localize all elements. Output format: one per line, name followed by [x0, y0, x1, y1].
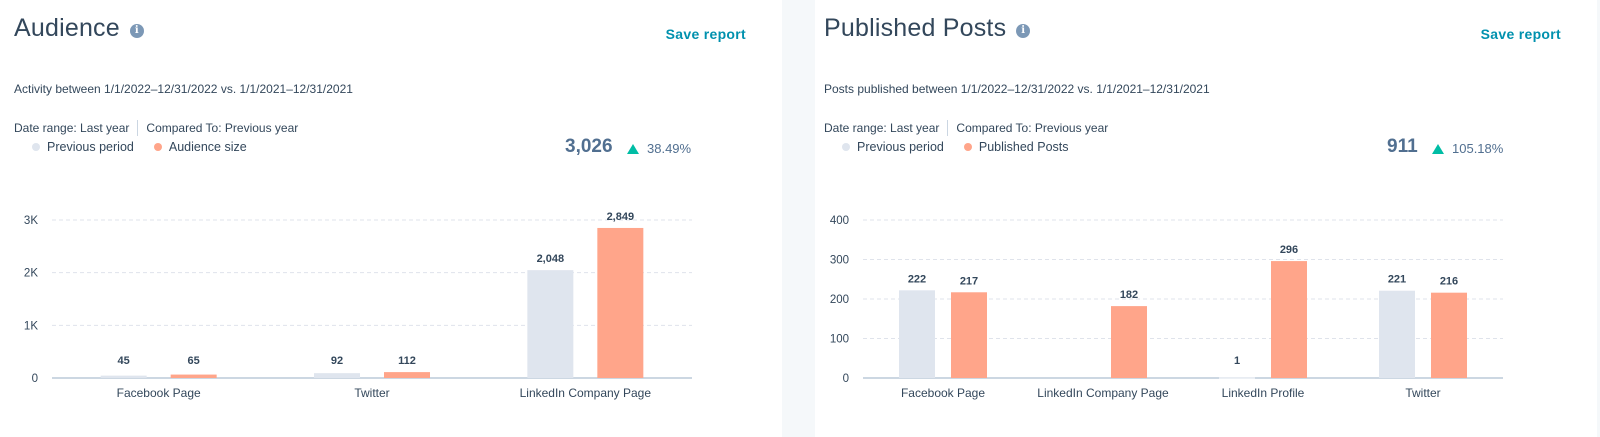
data-label: 1 — [1234, 355, 1240, 367]
save-report-button[interactable]: Save report — [665, 26, 746, 42]
audience-bar-chart: 0 1K 2K 3K 45 65 Facebook Page 92 112 Twitter 2,04… — [24, 211, 692, 400]
y-tick-label: 400 — [830, 215, 849, 227]
legend-dot-previous — [32, 143, 40, 151]
data-label: 45 — [118, 355, 130, 367]
x-tick-label: Twitter — [1405, 386, 1440, 400]
bar-current — [951, 292, 987, 378]
filters-row: Date range: Last year Compared To: Previ… — [824, 120, 1108, 136]
data-label: 222 — [908, 273, 926, 285]
total-value: 911 — [1387, 136, 1418, 157]
legend-item-current[interactable]: Published Posts — [963, 140, 1069, 154]
bar-previous — [1219, 377, 1255, 379]
chart-legend: Previous period Published Posts — [842, 140, 1089, 154]
y-tick-label: 0 — [843, 373, 849, 385]
data-label: 65 — [188, 355, 200, 367]
y-tick-label: 300 — [830, 255, 849, 267]
bar-previous — [100, 375, 147, 378]
legend-dot-current — [963, 143, 972, 151]
x-tick-label: LinkedIn Company Page — [1037, 386, 1169, 400]
change-percent: 105.18% — [1452, 141, 1504, 156]
total-value: 3,026 — [565, 136, 613, 157]
info-icon[interactable]: i — [129, 23, 144, 38]
x-tick-label: Twitter — [354, 386, 389, 400]
bar-previous — [1379, 290, 1415, 378]
info-icon[interactable]: i — [1016, 23, 1031, 38]
bar-current — [597, 227, 644, 378]
compared-to-filter[interactable]: Compared To: Previous year — [146, 121, 299, 135]
change-percent: 38.49% — [647, 141, 692, 156]
y-tick-label: 1K — [24, 320, 38, 332]
date-range-filter[interactable]: Date range: Last year — [14, 121, 130, 135]
bar-current — [384, 372, 430, 378]
activity-subtitle: Activity between 1/1/2022–12/31/2022 vs.… — [14, 82, 353, 96]
bar-previous — [899, 290, 935, 378]
bar-previous — [527, 270, 574, 378]
x-tick-label: LinkedIn Company Page — [520, 386, 652, 400]
change-indicator: 38.49% — [627, 141, 691, 156]
legend-label-current: Published Posts — [978, 140, 1069, 154]
data-label: 221 — [1388, 274, 1406, 286]
bar-current — [1111, 306, 1147, 378]
legend-item-previous[interactable]: Previous period — [842, 140, 944, 154]
data-label: 112 — [398, 355, 416, 367]
y-tick-label: 0 — [32, 373, 38, 385]
panel-title-text: Audience — [14, 14, 120, 42]
chart-legend: Previous period Audience size — [32, 140, 267, 154]
data-label: 182 — [1120, 289, 1138, 301]
change-indicator: 105.18% — [1432, 141, 1503, 156]
legend-label-previous: Previous period — [857, 140, 944, 154]
data-label: 2,849 — [607, 211, 635, 223]
filter-divider — [947, 120, 949, 136]
published-posts-bar-chart: 0 100 200 300 400 222 217 Facebook Page 182 Linke… — [830, 215, 1503, 400]
bar-current — [170, 374, 217, 378]
data-label: 2,048 — [537, 253, 565, 265]
trend-up-icon — [627, 143, 639, 154]
legend-dot-previous — [842, 143, 850, 151]
y-tick-label: 3K — [24, 215, 38, 227]
filters-row: Date range: Last year Compared To: Previ… — [14, 120, 298, 136]
data-label: 296 — [1280, 244, 1298, 256]
bar-current — [1271, 261, 1307, 378]
y-tick-label: 100 — [830, 334, 849, 346]
save-report-button[interactable]: Save report — [1480, 26, 1561, 42]
data-label: 216 — [1440, 276, 1458, 288]
audience-panel: Audience i Save report Activity between … — [0, 0, 782, 437]
published-posts-panel: Published Posts i Save report Posts publ… — [815, 0, 1597, 437]
legend-item-previous[interactable]: Previous period — [32, 140, 134, 154]
legend-label-current: Audience size — [168, 140, 247, 154]
compared-to-filter[interactable]: Compared To: Previous year — [956, 121, 1109, 135]
bar-previous — [314, 373, 360, 378]
trend-up-icon — [1432, 143, 1444, 154]
filter-divider — [137, 120, 139, 136]
legend-label-previous: Previous period — [47, 140, 134, 154]
x-tick-label: Facebook Page — [901, 386, 985, 400]
y-tick-label: 2K — [24, 268, 38, 280]
posts-subtitle: Posts published between 1/1/2022–12/31/2… — [824, 82, 1210, 96]
y-tick-label: 200 — [830, 294, 849, 306]
legend-dot-current — [153, 143, 162, 151]
x-tick-label: LinkedIn Profile — [1222, 386, 1305, 400]
legend-item-current[interactable]: Audience size — [153, 140, 247, 154]
data-label: 92 — [331, 355, 343, 367]
data-label: 217 — [960, 275, 978, 287]
panel-title-text: Published Posts — [824, 14, 1007, 42]
panel-title: Published Posts i — [824, 14, 1031, 43]
x-tick-label: Facebook Page — [117, 386, 201, 400]
bar-current — [1431, 292, 1467, 378]
panel-title: Audience i — [14, 14, 144, 43]
date-range-filter[interactable]: Date range: Last year — [824, 121, 940, 135]
